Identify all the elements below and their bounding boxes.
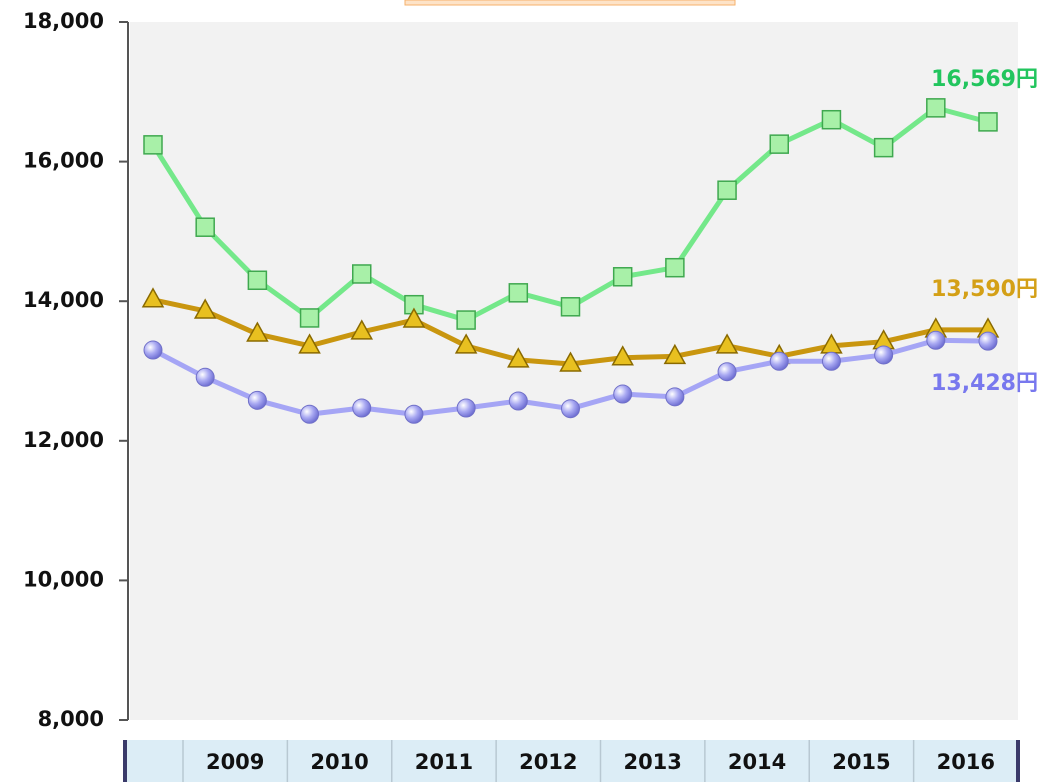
marker	[298, 333, 321, 354]
marker	[454, 333, 478, 354]
y-tick-label: 10,000	[23, 567, 104, 591]
marker	[247, 390, 267, 410]
marker	[978, 112, 998, 132]
marker	[141, 287, 165, 308]
marker	[873, 137, 894, 158]
marker	[143, 340, 163, 360]
marker	[874, 345, 894, 365]
marker	[769, 134, 789, 154]
marker	[717, 362, 737, 382]
marker	[404, 404, 424, 424]
year-label: 2010	[310, 750, 368, 774]
marker	[402, 307, 426, 328]
marker	[715, 333, 739, 354]
marker	[717, 180, 737, 200]
value-label: 13,428円	[931, 371, 1038, 396]
marker	[559, 351, 582, 372]
marker	[299, 308, 320, 328]
marker	[821, 351, 841, 371]
year-table	[125, 740, 1018, 782]
y-tick-label: 14,000	[23, 288, 104, 312]
marker	[560, 297, 581, 317]
marker	[352, 264, 372, 284]
title-box	[404, 0, 736, 6]
marker	[926, 330, 946, 350]
marker	[769, 351, 789, 371]
marker	[926, 98, 946, 118]
year-label: 2013	[623, 750, 681, 774]
marker	[665, 257, 685, 278]
year-label: 2009	[206, 750, 264, 774]
marker	[300, 404, 320, 424]
marker	[246, 321, 269, 342]
y-tick-label: 16,000	[23, 149, 104, 173]
marker	[143, 135, 163, 155]
y-tick-label: 18,000	[23, 9, 104, 33]
marker	[612, 267, 633, 287]
marker	[508, 391, 528, 411]
marker	[247, 270, 268, 291]
marker	[978, 331, 998, 351]
year-label: 2016	[937, 750, 995, 774]
marker	[193, 298, 217, 319]
value-label: 13,590円	[931, 277, 1038, 302]
marker	[350, 319, 374, 340]
marker	[821, 109, 842, 130]
year-label: 2014	[728, 750, 786, 774]
y-tick-label: 12,000	[23, 428, 104, 452]
year-label: 2011	[415, 750, 473, 774]
marker	[195, 217, 215, 237]
marker	[507, 347, 530, 368]
marker	[613, 384, 633, 404]
year-label: 2012	[519, 750, 577, 774]
marker	[352, 398, 372, 418]
value-label: 16,569円	[931, 67, 1038, 92]
marker	[508, 283, 529, 303]
marker	[195, 367, 215, 387]
marker	[665, 387, 685, 407]
marker	[663, 343, 687, 365]
marker	[456, 310, 476, 330]
y-tick-label: 8,000	[38, 707, 104, 731]
marker	[611, 345, 634, 366]
marker	[456, 398, 476, 418]
marker	[561, 399, 580, 419]
year-label: 2015	[832, 750, 890, 774]
